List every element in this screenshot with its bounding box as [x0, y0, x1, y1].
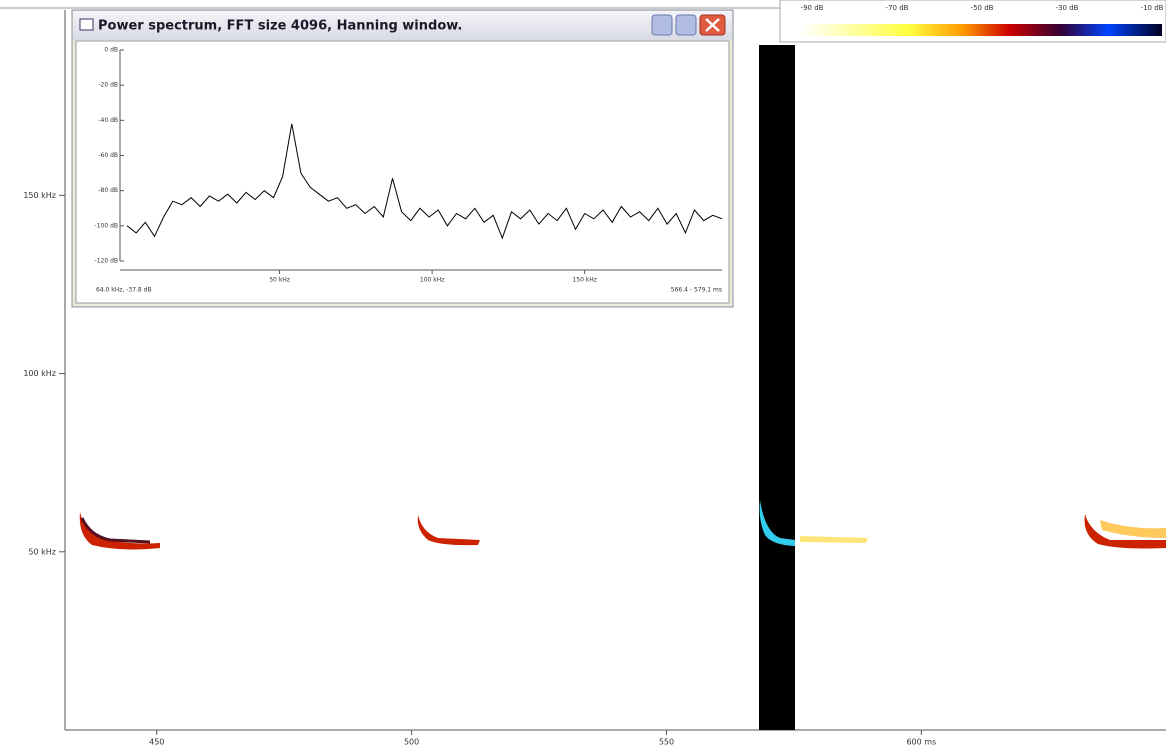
call-core	[80, 517, 151, 544]
power-spectrum-window[interactable]: Power spectrum, FFT size 4096, Hanning w…	[71, 9, 734, 308]
call-halo	[1100, 520, 1166, 538]
call-blob-selected	[759, 500, 795, 546]
x-tick-label: 500	[404, 738, 419, 747]
colorbar-label: -30 dB	[1056, 4, 1079, 12]
x-tick-label: 450	[149, 738, 164, 747]
call-blob	[79, 512, 160, 550]
maximize-button[interactable]	[675, 14, 697, 36]
y-tick-label: -20 dB	[98, 82, 118, 89]
y-tick-label: 50 kHz	[28, 547, 56, 556]
spectrogram: 450 500 550 600 ms 50 kHz 100 kHz 150 kHz	[0, 7, 1166, 747]
y-tick-label: -120 dB	[95, 258, 118, 265]
selection-band	[759, 45, 795, 730]
minimize-button[interactable]	[651, 14, 673, 36]
title-bar	[73, 11, 732, 40]
window-title: Power spectrum, FFT size 4096, Hanning w…	[98, 19, 462, 34]
call-blob	[417, 515, 480, 546]
window-icon	[79, 18, 94, 31]
x-tick-label: 150 kHz	[572, 277, 597, 284]
colorbar: -90 dB -70 dB -50 dB -30 dB -10 dB	[779, 0, 1166, 43]
y-tick-label: -80 dB	[98, 187, 118, 194]
spectrum-line	[126, 123, 723, 240]
call-blob	[1084, 514, 1166, 549]
colorbar-gradient	[800, 24, 1162, 36]
cursor-readout: 64.0 kHz, -37.8 dB	[96, 287, 152, 294]
y-tick-label: 0 dB	[104, 47, 118, 54]
plot-pane	[75, 40, 730, 304]
x-tick-label: 100 kHz	[420, 277, 445, 284]
colorbar-label: -90 dB	[801, 4, 824, 12]
call-echo	[800, 536, 868, 543]
y-tick-label: 100 kHz	[23, 369, 56, 378]
y-tick-label: 150 kHz	[23, 191, 56, 200]
colorbar-label: -70 dB	[886, 4, 909, 12]
x-tick-label: 50 kHz	[269, 277, 290, 284]
colorbar-label: -10 dB	[1141, 4, 1164, 12]
colorbar-label: -50 dB	[971, 4, 994, 12]
y-tick-label: -40 dB	[98, 117, 118, 124]
y-tick-label: -100 dB	[95, 222, 118, 229]
time-range: 566.4 - 579.1 ms	[671, 287, 722, 294]
x-tick-label: 600 ms	[906, 738, 936, 747]
close-icon	[705, 18, 720, 32]
y-tick-label: -60 dB	[98, 152, 118, 159]
x-tick-label: 550	[659, 738, 674, 747]
